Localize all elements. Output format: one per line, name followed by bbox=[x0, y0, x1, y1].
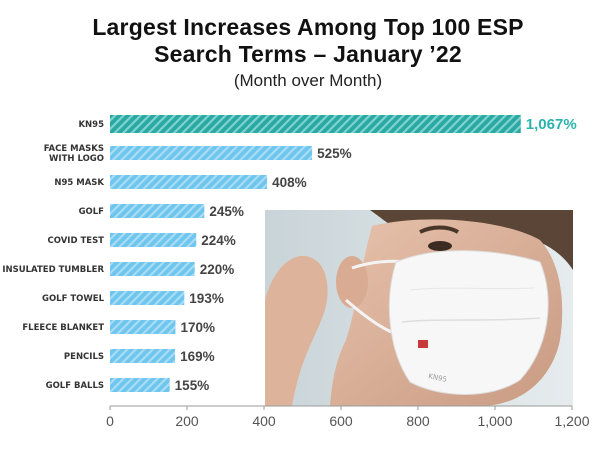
value-label-4: 224% bbox=[201, 233, 236, 248]
category-label-1: FACE MASKS WITH LOGO bbox=[44, 144, 104, 164]
category-label-7: FLEECE BLANKET bbox=[22, 323, 104, 333]
bar-9 bbox=[110, 378, 170, 392]
bar-7 bbox=[110, 320, 176, 334]
mask-print-text: KN95 bbox=[428, 372, 448, 384]
value-label-0: 1,067% bbox=[526, 116, 577, 133]
chart-titles: Largest Increases Among Top 100 ESP Sear… bbox=[0, 14, 616, 93]
bar-4 bbox=[110, 233, 197, 247]
bar-1 bbox=[110, 146, 313, 160]
bar-0 bbox=[110, 115, 521, 133]
chart-title-line-1: Largest Increases Among Top 100 ESP bbox=[92, 14, 524, 40]
person-wearing-kn95-mask-photo: KN95 bbox=[265, 210, 573, 406]
bar-8 bbox=[110, 349, 176, 363]
bar-2 bbox=[110, 175, 268, 189]
x-tick-label-4: 800 bbox=[406, 413, 430, 429]
category-label-8: PENCILS bbox=[64, 352, 104, 362]
category-label-5: INSULATED TUMBLER bbox=[2, 265, 104, 275]
value-label-9: 155% bbox=[175, 378, 210, 393]
value-label-2: 408% bbox=[272, 175, 307, 190]
value-label-7: 170% bbox=[180, 320, 215, 335]
bar-5 bbox=[110, 262, 195, 276]
x-tick-label-5: 1,000 bbox=[477, 413, 512, 429]
bar-6 bbox=[110, 291, 185, 305]
x-tick-label-2: 400 bbox=[252, 413, 276, 429]
category-label-4: COVID TEST bbox=[47, 236, 104, 246]
category-label-3: GOLF bbox=[79, 207, 105, 217]
bars-group: KN95 1,067% FACE MASKS WITH LOGO 525% N95 MAS… bbox=[2, 115, 577, 393]
x-axis: 0 200 400 600 800 1,000 1,200 bbox=[106, 405, 590, 429]
value-label-3: 245% bbox=[209, 204, 244, 219]
x-tick-label-1: 200 bbox=[175, 413, 199, 429]
category-label-2: N95 MASK bbox=[54, 178, 104, 188]
x-tick-label-0: 0 bbox=[106, 413, 114, 429]
chart-subtitle: (Month over Month) bbox=[233, 71, 383, 90]
bar-3 bbox=[110, 204, 205, 218]
x-tick-label-3: 600 bbox=[329, 413, 353, 429]
category-label-9: GOLF BALLS bbox=[46, 381, 104, 391]
value-label-1: 525% bbox=[317, 146, 352, 161]
x-tick-label-6: 1,200 bbox=[554, 413, 589, 429]
value-label-6: 193% bbox=[189, 291, 224, 306]
value-label-8: 169% bbox=[180, 349, 215, 364]
category-label-6: GOLF TOWEL bbox=[42, 294, 105, 304]
chart-title-line-2: Search Terms – January ’22 bbox=[154, 41, 462, 67]
mask-logo-icon bbox=[418, 340, 428, 348]
value-label-5: 220% bbox=[200, 262, 235, 277]
category-label-0: KN95 bbox=[78, 120, 104, 130]
